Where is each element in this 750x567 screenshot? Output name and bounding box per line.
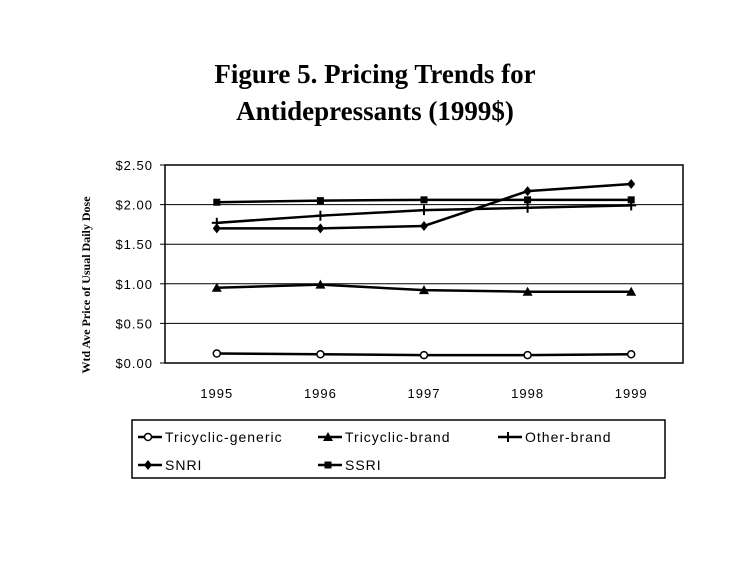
x-tick-label: 1999 (615, 386, 648, 401)
legend-label: SNRI (165, 457, 202, 473)
data-point-1-0 (211, 282, 222, 292)
plot-area: $0.00 $0.50 $1.00 $1.50 $2.00 $2.50 1995 1996 19… (115, 158, 684, 401)
legend-box (131, 419, 666, 479)
y-tick-label: $1.00 (115, 277, 153, 292)
data-point-3-2 (420, 220, 428, 231)
data-point-2-2 (419, 205, 429, 216)
legend-marker (324, 461, 332, 469)
data-point-1-3 (522, 286, 533, 296)
data-point-2-3 (522, 202, 533, 213)
legend-label: Other-brand (525, 429, 611, 445)
data-point-4-3 (524, 196, 532, 204)
legend-marker (503, 432, 513, 442)
legend-label: SSRI (345, 457, 382, 473)
data-point-0-1 (316, 350, 325, 359)
y-tick-label: $2.00 (115, 198, 153, 213)
data-point-3-4 (627, 179, 636, 190)
y-tick-label: $0.50 (115, 316, 153, 331)
plot-frame (164, 164, 684, 364)
legend-marker (323, 432, 333, 441)
data-point-1-2 (419, 285, 429, 295)
chart-title-line-2: Antidepressants (1999$) (236, 96, 514, 126)
data-point-0-2 (419, 350, 429, 360)
legend-label: Tricyclic-generic (165, 429, 283, 445)
legend: Tricyclic-generic Tricyclic-brand Other-br… (131, 419, 666, 479)
data-point-1-4 (626, 286, 637, 296)
x-tick-label: 1997 (408, 386, 441, 401)
y-tick-label: $2.50 (115, 158, 153, 173)
data-point-0-3 (523, 350, 532, 360)
x-tick-label: 1996 (304, 386, 337, 401)
data-point-4-4 (627, 196, 635, 204)
data-point-4-0 (213, 198, 221, 206)
data-point-3-0 (212, 223, 221, 234)
x-tick-label: 1995 (200, 386, 233, 401)
data-point-1-1 (315, 279, 326, 289)
data-point-0-0 (212, 349, 222, 358)
legend-label: Tricyclic-brand (345, 429, 451, 445)
y-axis-label: Wtd Ave Price of Usual Daily Dose (79, 196, 93, 374)
y-tick-label: $1.50 (115, 237, 153, 252)
x-tick-label: 1998 (511, 386, 544, 401)
data-point-4-1 (316, 197, 324, 205)
data-point-4-2 (420, 196, 428, 204)
data-point-2-1 (315, 210, 326, 221)
chart-title-line-1: Figure 5. Pricing Trends for (214, 59, 535, 89)
legend-marker (144, 460, 152, 470)
data-point-0-4 (626, 350, 636, 359)
data-point-3-3 (523, 186, 532, 197)
legend-marker (143, 432, 153, 442)
y-tick-label: $0.00 (115, 356, 153, 371)
data-point-3-1 (316, 223, 325, 234)
